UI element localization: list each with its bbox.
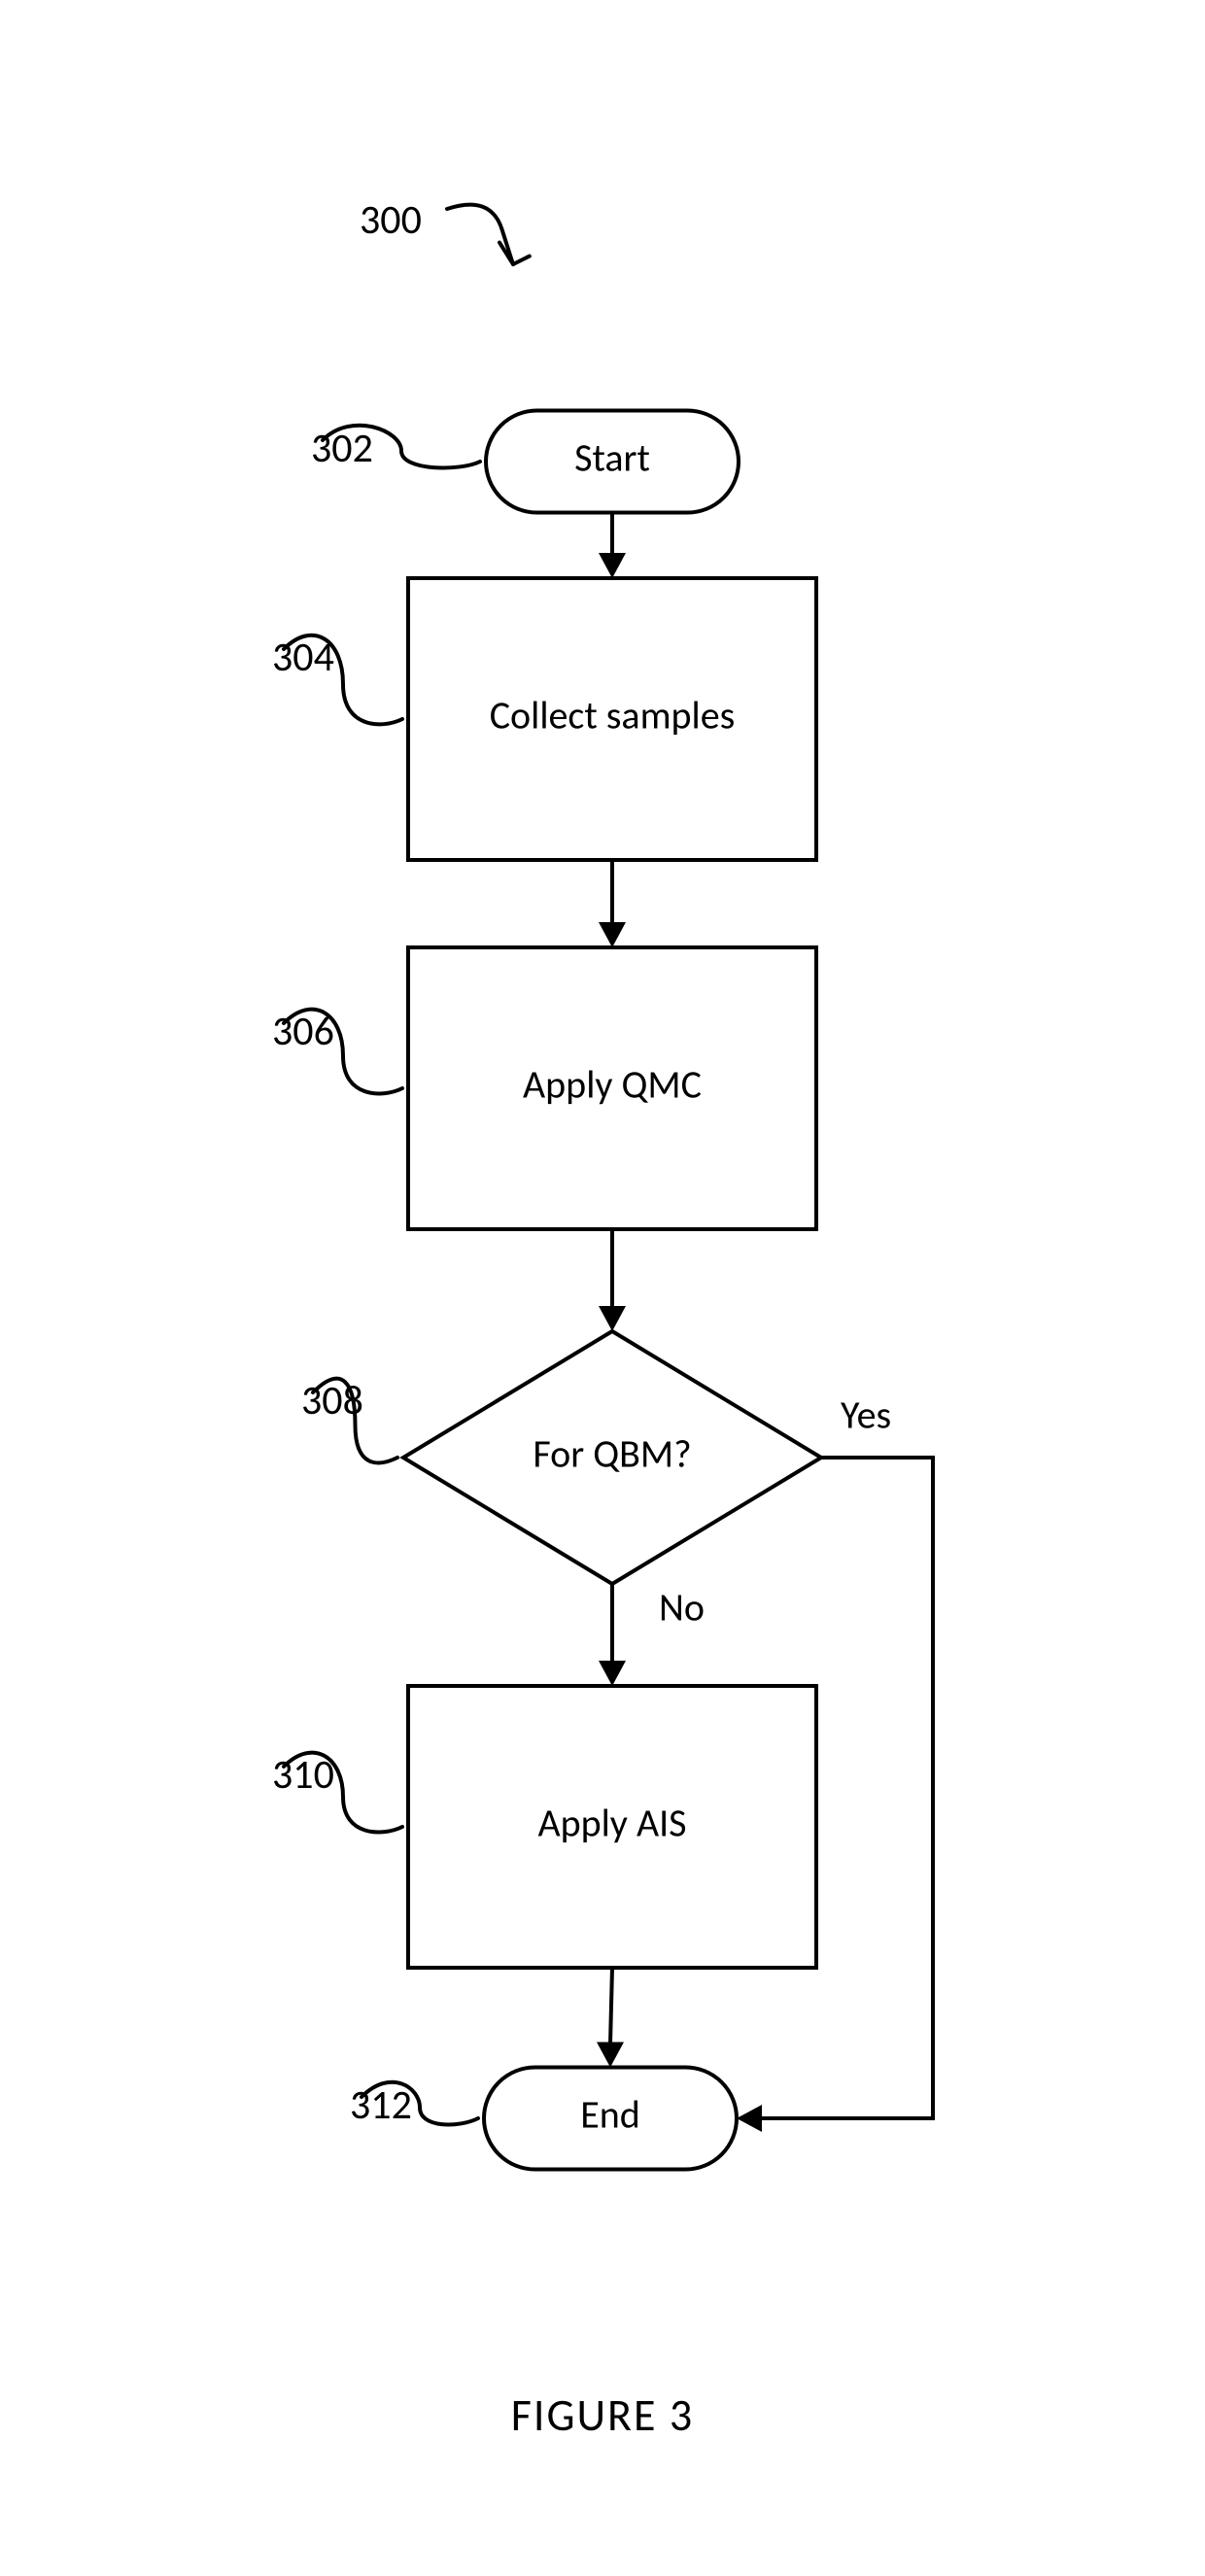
node-ais-label: Apply AIS xyxy=(537,1800,686,1847)
figure-caption: FIGURE 3 xyxy=(511,2388,694,2443)
node-start-label: Start xyxy=(574,434,650,482)
node-qmc-label: Apply QMC xyxy=(523,1061,702,1109)
edge-label-no: No xyxy=(659,1584,705,1631)
ref-302: 302 xyxy=(311,424,373,473)
edge-label-yes: Yes xyxy=(841,1391,891,1439)
ref-312: 312 xyxy=(350,2080,412,2130)
node-qbm-label: For QBM? xyxy=(533,1430,691,1478)
node-collect-label: Collect samples xyxy=(490,692,736,739)
node-end-label: End xyxy=(580,2091,640,2139)
edge-ais-end xyxy=(610,1968,612,2044)
figure-ref-300: 300 xyxy=(360,195,422,245)
canvas-bg xyxy=(0,0,1205,2576)
